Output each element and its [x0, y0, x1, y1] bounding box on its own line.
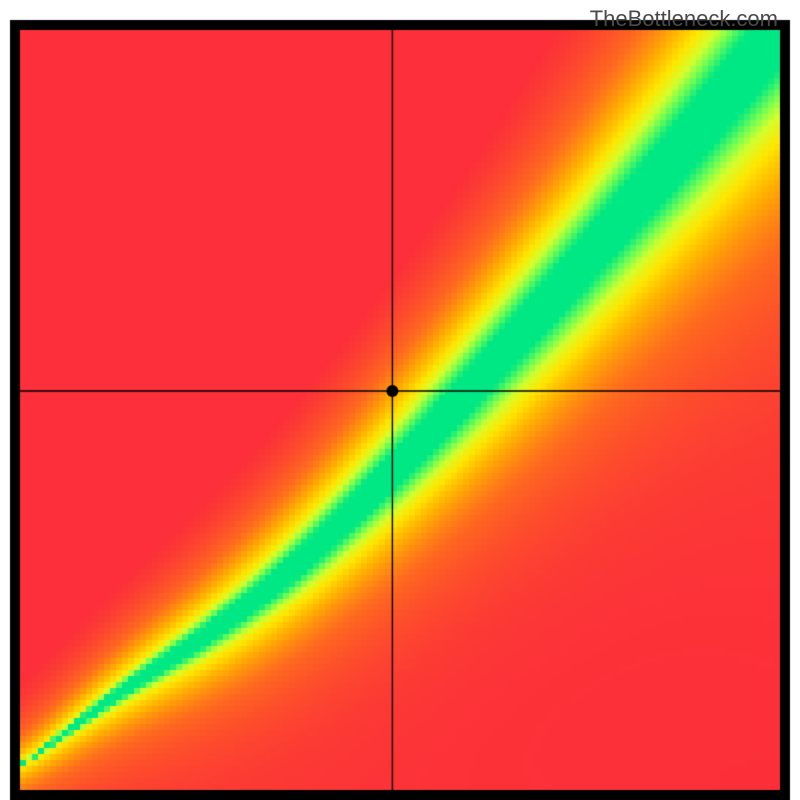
bottleneck-heatmap: [0, 0, 800, 800]
watermark-text: TheBottleneck.com: [590, 6, 778, 32]
